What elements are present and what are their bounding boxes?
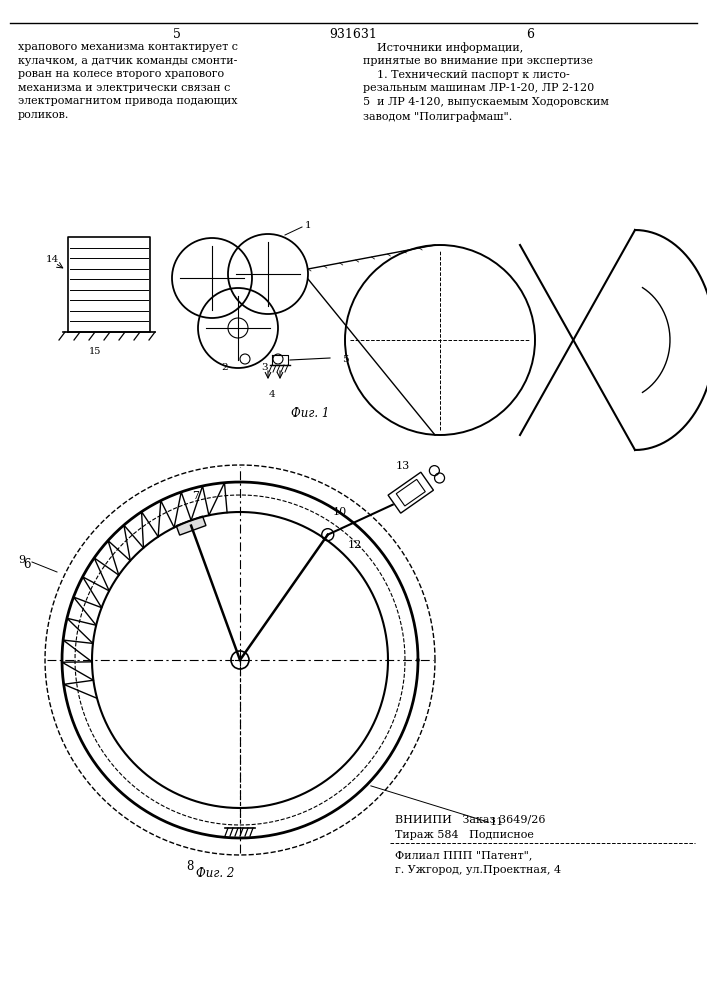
Text: 15: 15 (89, 347, 101, 356)
Text: Источники информации,: Источники информации, (363, 42, 523, 53)
Circle shape (240, 354, 250, 364)
Text: г. Ужгород, ул.Проектная, 4: г. Ужгород, ул.Проектная, 4 (395, 865, 561, 875)
Text: храпового механизма контактирует с
кулачком, а датчик команды смонти-
рован на к: храпового механизма контактирует с кулач… (18, 42, 238, 120)
Text: Филиал ППП "Патент",: Филиал ППП "Патент", (395, 850, 532, 860)
Text: 11: 11 (490, 817, 504, 827)
Text: 12: 12 (348, 540, 362, 550)
Text: Фиг. 2: Фиг. 2 (196, 867, 234, 880)
Text: 5: 5 (173, 28, 181, 41)
Circle shape (231, 651, 249, 669)
Text: 9: 9 (18, 555, 25, 565)
Text: 2: 2 (222, 363, 228, 372)
Text: 10: 10 (333, 507, 347, 517)
Polygon shape (176, 516, 206, 535)
Circle shape (273, 354, 283, 364)
Text: 7: 7 (192, 491, 199, 501)
Text: 1: 1 (305, 221, 311, 230)
Text: 931631: 931631 (329, 28, 377, 41)
Text: принятые во внимание при экспертизе
    1. Технический паспорт к листо-
резальны: принятые во внимание при экспертизе 1. Т… (363, 56, 609, 122)
Text: 3: 3 (262, 363, 269, 372)
Text: 6: 6 (526, 28, 534, 41)
Text: ВНИИПИ   Заказ 3649/26: ВНИИПИ Заказ 3649/26 (395, 815, 546, 825)
Text: Фиг. 1: Фиг. 1 (291, 407, 329, 420)
Text: 6: 6 (23, 558, 30, 572)
Text: 5: 5 (341, 356, 349, 364)
Text: Тираж 584   Подписное: Тираж 584 Подписное (395, 830, 534, 840)
Text: 4: 4 (269, 390, 275, 399)
Text: 13: 13 (396, 461, 410, 471)
Circle shape (322, 529, 334, 541)
Text: 14: 14 (45, 255, 59, 264)
Text: 8: 8 (187, 860, 194, 874)
